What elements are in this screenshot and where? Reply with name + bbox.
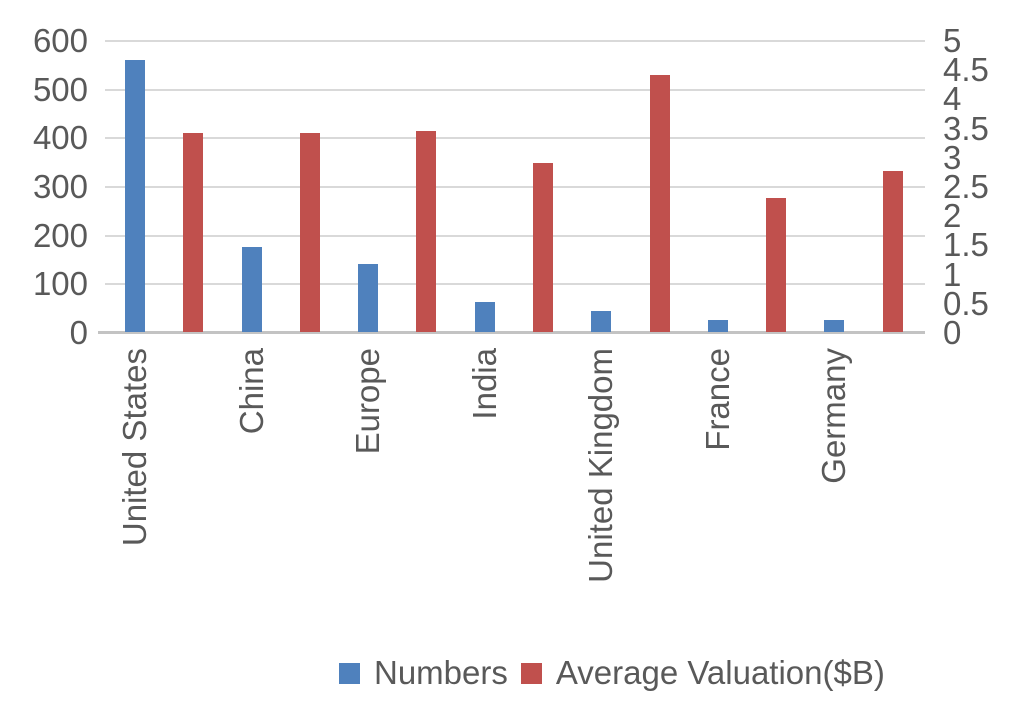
bar-numbers-united-kingdom	[591, 311, 612, 332]
category-label-france: France	[698, 348, 736, 451]
right-axis-tick-label: 4	[943, 80, 962, 118]
bar-average-valuation-b-china	[299, 133, 320, 332]
bar-numbers-united-states	[125, 59, 145, 332]
bar-numbers-france	[707, 319, 728, 332]
left-axis-tick-label: 400	[32, 119, 88, 157]
bar-average-valuation-b-united-kingdom	[649, 75, 670, 332]
right-axis-tick-label: 1	[943, 255, 962, 293]
gridline	[105, 88, 925, 91]
gridline	[105, 234, 925, 237]
left-axis-tick-label: 300	[32, 168, 88, 205]
plot-area	[98, 40, 925, 334]
legend-item-numbers: Numbers	[339, 655, 508, 691]
bar-numbers-europe	[358, 263, 379, 332]
bar-numbers-china	[241, 246, 262, 332]
category-label-china: China	[232, 348, 270, 435]
bar-numbers-india	[474, 301, 495, 332]
right-axis-tick-label: 2	[943, 197, 962, 235]
legend: Numbers Average Valuation($B)	[339, 651, 885, 695]
category-label-india: India	[465, 348, 503, 420]
right-axis-tick-label: 3.5	[943, 109, 989, 147]
left-axis-tick-label: 0	[69, 314, 88, 351]
left-axis-tick-label: 200	[32, 216, 88, 254]
bar-average-valuation-b-united-states	[183, 133, 204, 332]
category-label-germany: Germany	[815, 348, 853, 484]
right-axis-tick-label: 4.5	[943, 51, 989, 89]
right-axis-tick-label: 3	[943, 138, 962, 176]
bar-average-valuation-b-europe	[416, 130, 437, 332]
right-axis-tick-label: 2.5	[943, 168, 989, 205]
bar-average-valuation-b-france	[766, 197, 787, 332]
gridline	[105, 137, 925, 140]
legend-swatch-numbers	[339, 662, 360, 684]
right-axis-tick-label: 5	[943, 22, 962, 59]
right-axis-tick-label: 0	[943, 314, 962, 351]
gridline	[105, 283, 925, 286]
category-label-united-kingdom: United Kingdom	[582, 348, 620, 583]
right-axis-tick-label: 1.5	[943, 226, 989, 264]
bar-numbers-germany	[824, 319, 845, 332]
category-label-united-states: United States	[116, 348, 153, 547]
category-label-europe: Europe	[349, 348, 387, 455]
left-axis-tick-label: 600	[32, 22, 88, 59]
right-axis-tick-label: 0.5	[943, 284, 989, 322]
gridline	[105, 40, 925, 42]
left-axis-tick-label: 500	[32, 70, 88, 108]
gridline	[105, 186, 925, 188]
legend-item-average-valuation-b: Average Valuation($B)	[520, 654, 885, 691]
legend-label: Average Valuation($B)	[555, 654, 885, 691]
legend-label: Numbers	[374, 654, 508, 691]
bar-average-valuation-b-india	[533, 162, 553, 332]
bar-average-valuation-b-germany	[882, 171, 903, 332]
left-axis-tick-label: 100	[32, 265, 88, 303]
legend-swatch-average-valuation-b	[520, 662, 542, 684]
x-axis-baseline	[98, 331, 925, 334]
